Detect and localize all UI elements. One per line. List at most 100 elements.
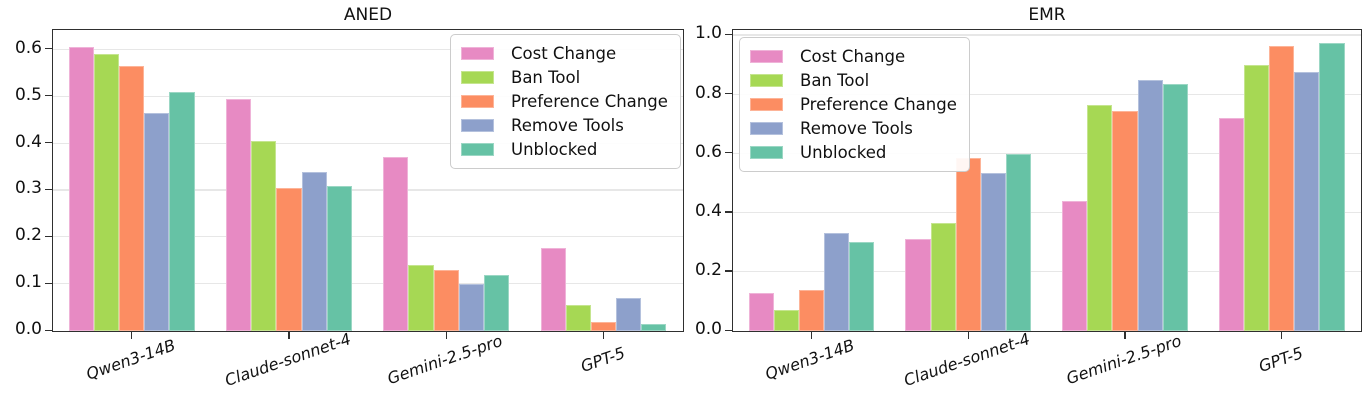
legend-swatch-icon <box>461 47 494 60</box>
legend-swatch-icon <box>461 119 494 132</box>
bar <box>980 172 1006 331</box>
x-tick <box>288 332 290 339</box>
bar <box>226 98 252 331</box>
gridline <box>53 95 683 97</box>
y-tick-label: 0.3 <box>14 178 42 199</box>
bar <box>68 47 94 331</box>
bar <box>93 54 120 331</box>
legend-label: Ban Tool <box>511 68 581 87</box>
legend-swatch-icon <box>750 50 783 63</box>
gridline <box>733 34 1361 36</box>
bar <box>251 141 277 331</box>
bar <box>383 157 409 331</box>
plot-area <box>45 29 684 339</box>
bar <box>590 321 617 331</box>
legend-item: Preference Change <box>461 91 668 112</box>
bar <box>616 298 642 331</box>
legend-label: Unblocked <box>800 143 887 162</box>
y-tick-label: 0.6 <box>14 37 42 58</box>
y-tick <box>725 92 732 95</box>
legend-swatch-icon <box>750 98 783 111</box>
legend-item: Ban Tool <box>461 67 668 88</box>
bar <box>905 239 931 331</box>
y-tick-label: 0.4 <box>14 131 42 152</box>
bar <box>1005 153 1031 331</box>
legend-item: Unblocked <box>750 142 957 163</box>
y-tick-label: 0.0 <box>14 319 42 340</box>
bar <box>1087 104 1113 331</box>
y-tick <box>45 188 52 191</box>
legend-item: Unblocked <box>461 139 668 160</box>
legend-swatch-icon <box>461 143 494 156</box>
x-tick <box>130 332 133 339</box>
y-tick <box>725 152 732 154</box>
y-tick-label: 0.2 <box>14 225 42 246</box>
legend-swatch-icon <box>750 74 783 87</box>
legend-item: Cost Change <box>750 46 957 67</box>
x-tick <box>1124 332 1126 339</box>
y-tick-label: 0.0 <box>694 319 722 340</box>
legend-label: Cost Change <box>511 44 617 63</box>
bar <box>1219 118 1245 331</box>
y-tick-label: 0.2 <box>694 260 722 281</box>
bar <box>1112 110 1138 331</box>
y-tick <box>45 94 52 97</box>
legend-label: Preference Change <box>511 92 668 111</box>
x-tick <box>602 332 605 339</box>
legend-swatch-icon <box>750 122 783 135</box>
y-tick <box>45 235 52 238</box>
y-tick-label: 0.4 <box>694 200 722 221</box>
bar <box>326 185 352 331</box>
y-tick <box>725 329 732 331</box>
legend-label: Remove Tools <box>800 119 913 138</box>
gridline <box>53 142 683 144</box>
bar <box>301 171 327 331</box>
legend-item: Remove Tools <box>750 118 957 139</box>
x-tick <box>1281 332 1283 339</box>
chart-title: ANED <box>343 5 393 25</box>
y-tick <box>725 211 732 213</box>
gridline <box>53 189 683 191</box>
y-tick <box>725 270 732 272</box>
x-tick <box>810 332 813 339</box>
y-tick <box>45 141 52 144</box>
bar <box>1137 79 1163 331</box>
y-tick <box>45 48 52 50</box>
legend-label: Preference Change <box>800 95 957 114</box>
bar <box>773 310 799 331</box>
bar <box>484 274 510 331</box>
x-tick <box>445 332 447 339</box>
gridline <box>53 48 683 50</box>
legend-item: Remove Tools <box>461 115 668 136</box>
bar <box>1294 72 1320 331</box>
bar <box>276 187 302 331</box>
bar <box>458 284 484 331</box>
y-tick-label: 0.6 <box>694 141 722 162</box>
y-tick-label: 0.1 <box>14 272 42 293</box>
legend-item: Cost Change <box>461 43 668 64</box>
gridline <box>733 152 1361 154</box>
gridline <box>733 93 1361 95</box>
legend: Cost Change Ban Tool Preference Change Remo… <box>739 37 970 172</box>
bar <box>849 242 875 331</box>
bar <box>144 112 170 331</box>
bar <box>408 265 434 331</box>
y-tick <box>45 282 52 284</box>
bar <box>823 233 850 331</box>
legend-label: Unblocked <box>511 140 598 159</box>
legend-label: Remove Tools <box>511 116 624 135</box>
bar <box>119 65 145 331</box>
y-tick-label: 1.0 <box>694 23 722 44</box>
gridline <box>733 271 1361 273</box>
legend-item: Preference Change <box>750 94 957 115</box>
y-tick <box>45 329 52 331</box>
gridline <box>53 283 683 285</box>
legend-swatch-icon <box>461 95 494 108</box>
chart-title: EMR <box>1028 5 1066 25</box>
y-tick-label: 0.8 <box>694 82 722 103</box>
y-tick <box>725 33 732 36</box>
bar <box>1162 84 1188 331</box>
